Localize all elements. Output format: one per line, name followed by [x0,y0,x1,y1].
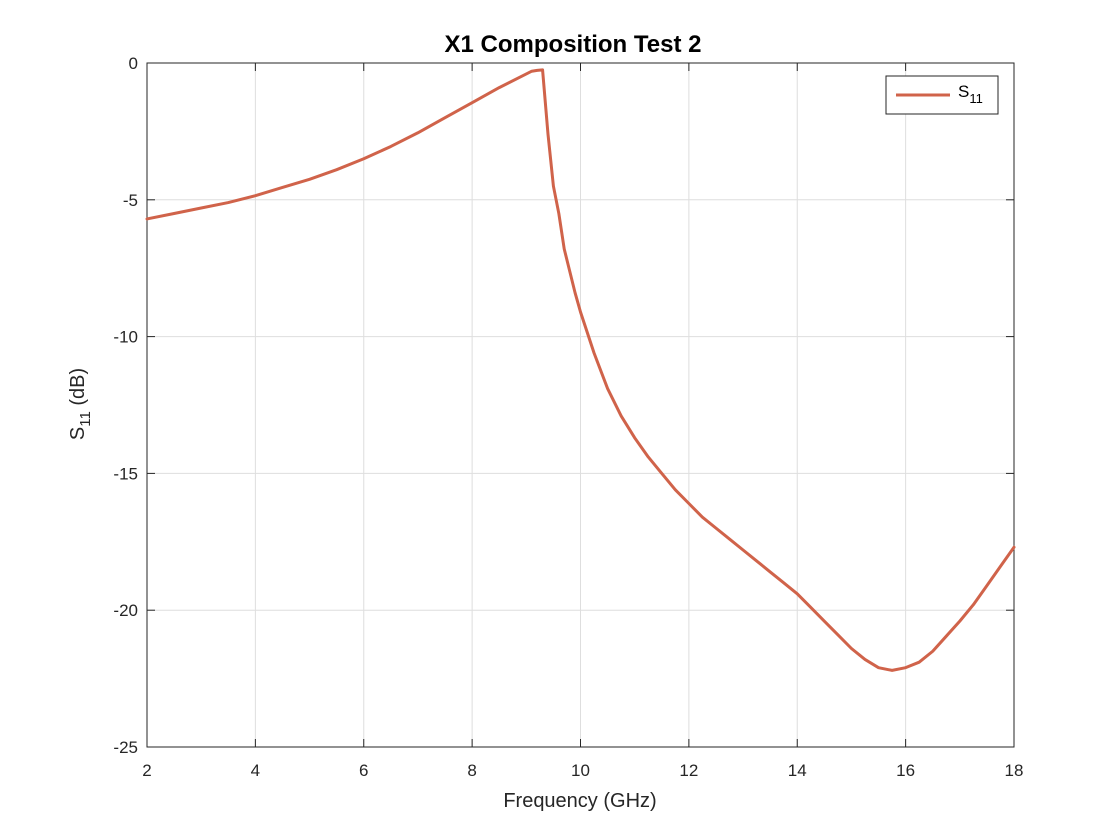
series-layer [145,68,1016,672]
x-tick-label: 12 [679,761,698,780]
y-axis-label-unit: (dB) [67,368,89,411]
y-axis-label-main: S [67,427,89,440]
x-tick-label: 2 [142,761,151,780]
y-tick-label: -10 [113,328,138,347]
y-tick-label: -5 [123,191,138,210]
x-tick-label: 6 [359,761,368,780]
y-tick-label: -15 [113,464,138,483]
x-tick-label: 10 [571,761,590,780]
x-tick-label: 14 [788,761,807,780]
legend-label: S11 [958,82,983,106]
grid-lines [146,62,1015,748]
legend-label-main: S [958,82,969,101]
x-tick-label: 4 [251,761,260,780]
x-axis-label: Frequency (GHz) [503,790,656,812]
axis-ticks: 2 4 6 8 10 12 14 16 18 0 -5 -10 -15 -20 -25 [113,54,1023,780]
y-tick-label: 0 [129,54,138,73]
x-tick-label: 8 [467,761,476,780]
y-tick-label: -20 [113,601,138,620]
legend: S11 [885,75,999,115]
x-tick-label: 18 [1005,761,1024,780]
x-tick-label: 16 [896,761,915,780]
series-line-s11 [145,68,1016,672]
y-tick-label: -25 [113,738,138,757]
legend-label-subscript: 11 [969,91,983,106]
y-axis-label-subscript: 11 [77,411,94,427]
chart-title: X1 Composition Test 2 [445,31,702,58]
y-axis-label: S11 (dB) [67,368,94,440]
